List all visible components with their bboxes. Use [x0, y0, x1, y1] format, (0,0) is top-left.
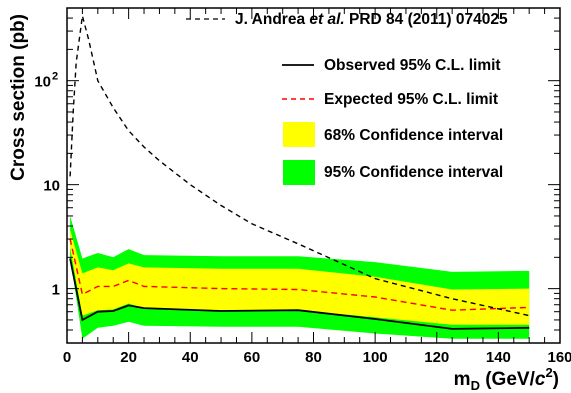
x-tick-label: 0: [63, 349, 71, 366]
x-axis-label-subscript: D: [471, 378, 480, 393]
legend: J. Andrea et al. PRD 84 (2011) 074025 Ob…: [186, 11, 508, 185]
legend-label-observed: Observed 95% C.L. limit: [324, 57, 501, 74]
x-axis-label-c: c: [535, 369, 546, 390]
legend-label-theory-authors: J. Andrea: [235, 11, 309, 28]
band-68: [70, 229, 530, 325]
x-axis-label-exponent: 2: [545, 365, 552, 380]
legend-label-theory-ref: PRD 84 (2011) 074025: [345, 11, 508, 28]
legend-label-68: 68% Confidence interval: [324, 127, 503, 144]
legend-item-68: 68% Confidence interval: [283, 122, 503, 147]
x-tick-label: 100: [363, 349, 388, 366]
x-tick-label: 140: [486, 349, 511, 366]
legend-label-95: 95% Confidence interval: [324, 164, 503, 181]
y-tick-label-exponent: 2: [52, 71, 58, 83]
legend-item-95: 95% Confidence interval: [283, 160, 503, 185]
x-axis-label-main: m: [454, 369, 471, 390]
x-tick-label: 80: [305, 349, 322, 366]
y-tick-label: 10: [34, 74, 51, 91]
x-axis-label: mD (GeV/c2): [454, 365, 559, 393]
limit-curves: [69, 15, 530, 330]
legend-label-expected: Expected 95% C.L. limit: [324, 91, 498, 108]
y-tick-label: 1: [52, 282, 60, 299]
x-tick-label: 160: [547, 349, 571, 366]
x-axis-label-units: (GeV/: [480, 369, 536, 390]
observed-limit-line: [69, 258, 530, 330]
x-tick-label: 60: [244, 349, 261, 366]
legend-label-theory: J. Andrea et al. PRD 84 (2011) 074025: [235, 11, 508, 28]
theory-prediction-line: [69, 15, 530, 317]
x-tick-label: 20: [120, 349, 137, 366]
y-tick-label: 10: [43, 178, 60, 195]
x-axis-label-close: ): [553, 369, 559, 390]
legend-swatch-68: [283, 122, 315, 147]
x-tick-label: 40: [182, 349, 199, 366]
legend-item-theory: J. Andrea et al. PRD 84 (2011) 074025: [186, 11, 508, 28]
legend-label-theory-etal: et al.: [309, 11, 344, 28]
confidence-bands: [70, 216, 530, 339]
expected-limit-line: [69, 238, 530, 311]
legend-item-observed: Observed 95% C.L. limit: [282, 57, 501, 74]
legend-item-expected: Expected 95% C.L. limit: [282, 91, 498, 108]
y-axis-label: Cross section (pb): [8, 14, 29, 181]
legend-swatch-95: [283, 160, 315, 185]
x-tick-label: 120: [424, 349, 449, 366]
